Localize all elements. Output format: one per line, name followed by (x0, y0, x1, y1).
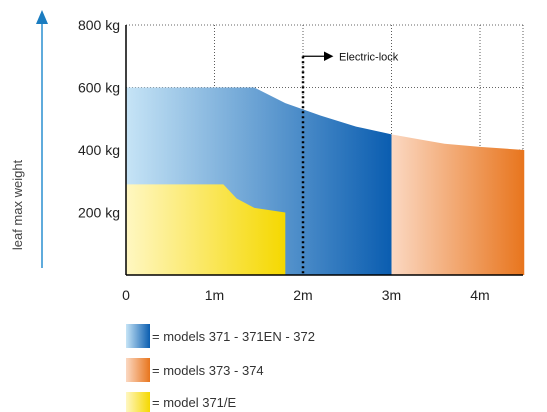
y-tick-label: 200 kg (78, 205, 120, 221)
area-model-371e (126, 184, 286, 275)
legend: = models 371 - 371EN - 372 = models 373 … (126, 324, 315, 412)
x-tick-label: 2m (293, 287, 312, 303)
x-tick-label: 4m (470, 287, 489, 303)
x-tick-label: 0 (122, 287, 130, 303)
legend-label: = models 371 - 371EN - 372 (152, 329, 315, 344)
y-tick-label: 600 kg (78, 80, 120, 96)
electric-lock-label: Electric-lock (339, 51, 399, 63)
x-tick-label: 3m (382, 287, 401, 303)
area-models-373-374 (391, 134, 525, 275)
legend-swatch-yellow (126, 392, 150, 412)
legend-swatch-orange (126, 358, 150, 382)
y-tick-label: 800 kg (78, 17, 120, 33)
y-axis-title: leaf max weight (10, 159, 25, 250)
x-tick-label: 1m (205, 287, 224, 303)
legend-label: = model 371/E (152, 395, 237, 410)
legend-label: = models 373 - 374 (152, 363, 264, 378)
legend-swatch-blue (126, 324, 150, 348)
y-axis-arrowhead-icon (36, 10, 48, 24)
y-tick-label: 400 kg (78, 142, 120, 158)
